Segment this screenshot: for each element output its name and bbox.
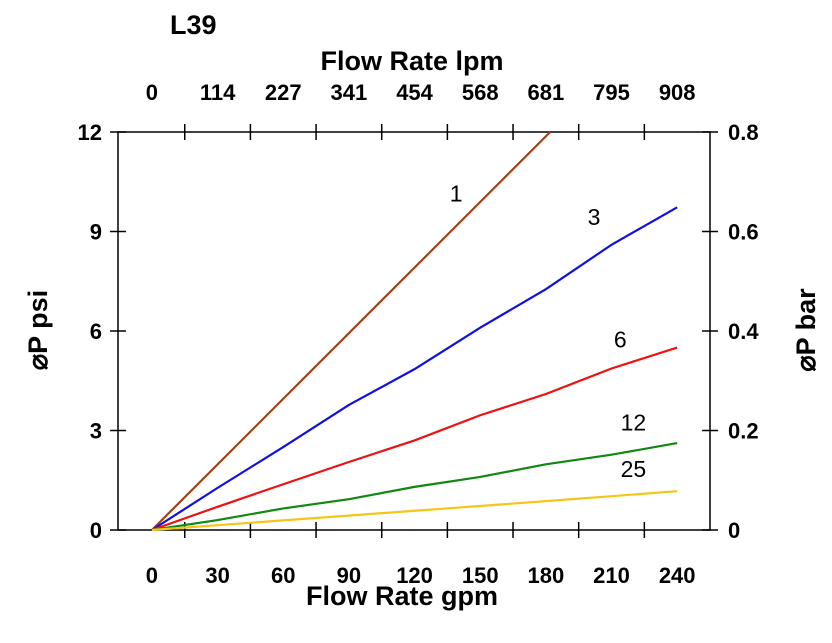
x-tick-label: 180	[528, 563, 565, 588]
x-tick-label: 30	[205, 563, 229, 588]
x2-tick-label: 341	[331, 80, 368, 105]
y-tick-label: 12	[78, 120, 102, 145]
x2-tick-label: 0	[146, 80, 158, 105]
series-label: 1	[450, 181, 463, 207]
x-tick-label: 210	[593, 563, 630, 588]
left-axis-label: ⌀P psi	[23, 290, 53, 370]
series-line-6	[151, 346, 678, 532]
series-line-1	[151, 131, 552, 531]
top-axis-label: Flow Rate lpm	[320, 46, 503, 76]
x2-tick-label: 681	[528, 80, 565, 105]
series-label: 3	[588, 204, 601, 230]
y2-tick-label: 0.8	[728, 120, 759, 145]
y2-tick-label: 0.4	[728, 319, 759, 344]
y2-tick-label: 0.2	[728, 419, 759, 444]
x-tick-label: 60	[271, 563, 295, 588]
x2-tick-label: 795	[593, 80, 630, 105]
series-label: 6	[614, 327, 627, 353]
series-line-25	[151, 490, 678, 532]
x2-tick-label: 454	[396, 80, 433, 105]
y-tick-label: 0	[90, 518, 102, 543]
y-tick-label: 6	[90, 319, 102, 344]
x2-tick-label: 568	[462, 80, 499, 105]
y-tick-label: 9	[90, 220, 102, 245]
x2-tick-label: 908	[659, 80, 696, 105]
series-label: 25	[621, 456, 647, 482]
y2-tick-label: 0	[728, 518, 740, 543]
series-label: 12	[621, 410, 647, 436]
right-axis-label: ⌀P bar	[791, 288, 821, 372]
x-tick-label: 150	[462, 563, 499, 588]
series-line-3	[151, 206, 678, 531]
x-tick-label: 0	[146, 563, 158, 588]
bottom-axis-label: Flow Rate gpm	[306, 581, 498, 611]
x-tick-label: 240	[659, 563, 696, 588]
x2-tick-label: 227	[265, 80, 302, 105]
y-tick-label: 3	[90, 419, 102, 444]
series-line-12	[151, 442, 678, 532]
y2-tick-label: 0.6	[728, 220, 759, 245]
x-tick-label: 90	[337, 563, 361, 588]
x2-tick-label: 114	[200, 80, 236, 105]
x-tick-label: 120	[396, 563, 433, 588]
chart-title: L39	[170, 10, 217, 40]
